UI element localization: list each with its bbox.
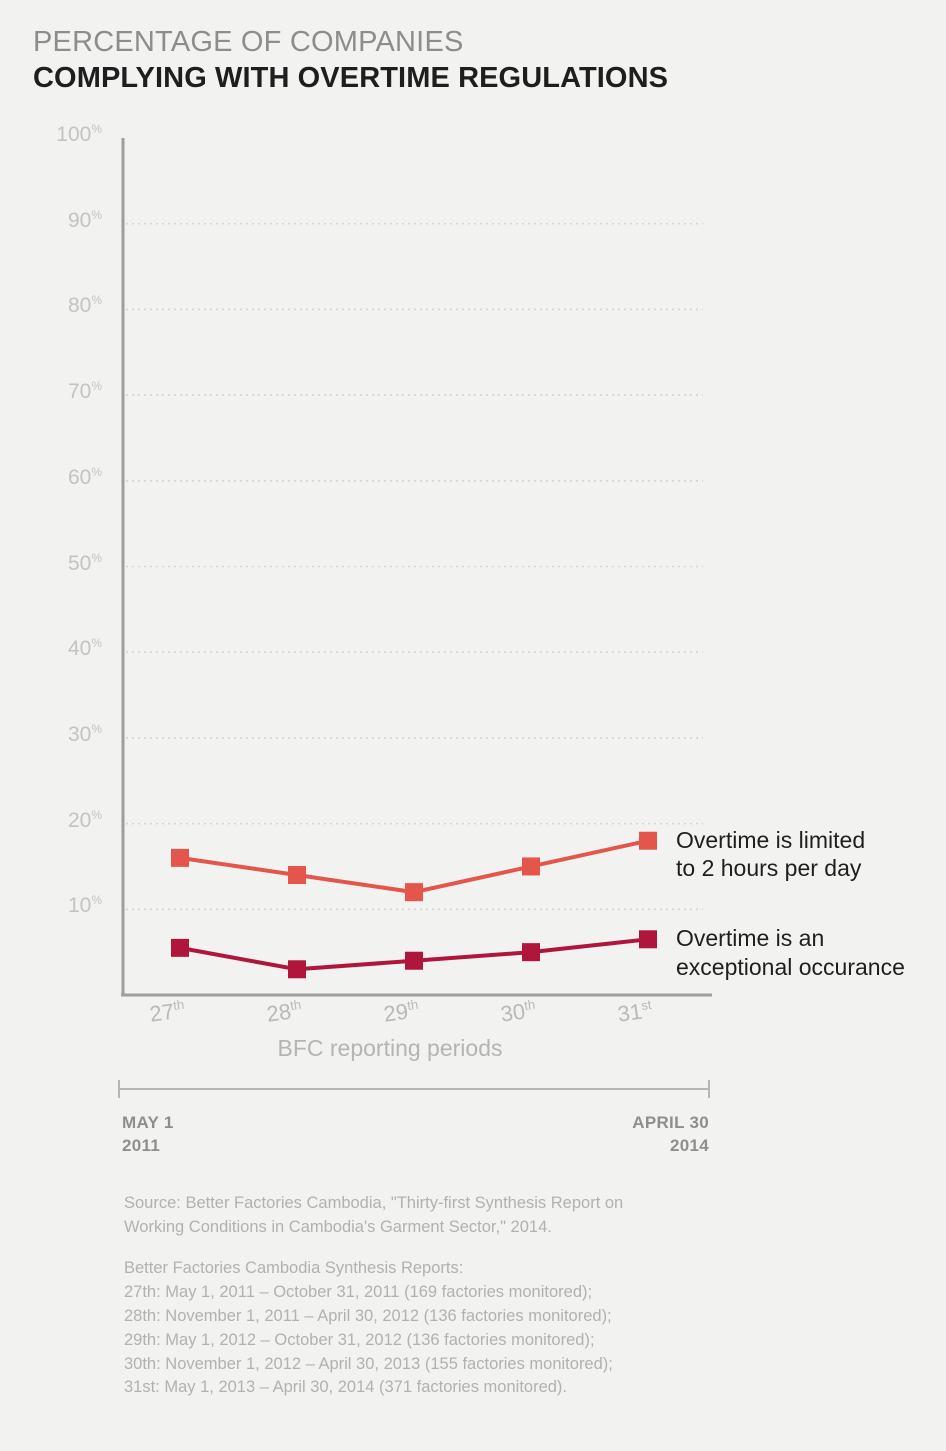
report-line: 27th: May 1, 2011 – October 31, 2011 (16… (124, 1282, 593, 1301)
timeline-end-year: 2014 (669, 1135, 709, 1155)
report-line: Better Factories Cambodia Synthesis Repo… (124, 1258, 464, 1277)
timeline-bar-group (118, 1078, 710, 1100)
timeline-start-label: MAY 1 2011 (122, 1112, 174, 1158)
data-point-marker (405, 951, 423, 970)
title-heading: COMPLYING WITH OVERTIME REGULATIONS (33, 62, 669, 95)
x-axis-title: BFC reporting periods (277, 1035, 503, 1061)
y-tick-label: 60% (67, 464, 102, 489)
legend-label-line1: Overtime is limited (676, 826, 866, 853)
data-point-marker (639, 930, 657, 949)
timeline-start-year: 2011 (122, 1135, 161, 1155)
x-tick-label: 30th (499, 996, 537, 1027)
series-layer (171, 831, 657, 979)
report-line: 29th: May 1, 2012 – October 31, 2012 (13… (124, 1330, 595, 1349)
x-tick-label: 29th (382, 996, 420, 1027)
data-point-marker (639, 831, 657, 850)
page-title: PERCENTAGE OF COMPANIES COMPLYING WITH O… (33, 26, 893, 96)
line-chart: 100% 90% 80% 70% 60% 50% 40% 30% 20% 10% 27th 28th… (56, 122, 905, 1061)
reports-note: Better Factories Cambodia Synthesis Repo… (124, 1257, 824, 1401)
legend-label-line2: exceptional occurance (676, 953, 905, 980)
x-tick-label: 27th (148, 996, 186, 1027)
gridlines (126, 222, 703, 911)
y-tick-label: 20% (67, 807, 102, 832)
timeline-end-label: APRIL 30 2014 (632, 1112, 709, 1158)
x-tick-label: 28th (265, 996, 303, 1027)
data-point-marker (171, 848, 189, 867)
data-point-marker (288, 866, 306, 885)
y-tick-label: 40% (67, 636, 102, 661)
y-tick-label: 50% (67, 550, 102, 575)
data-point-marker (288, 960, 306, 979)
data-point-marker (522, 943, 540, 962)
y-tick-label: 30% (67, 721, 102, 746)
y-tick-label: 80% (67, 293, 102, 318)
report-line: 30th: November 1, 2012 – April 30, 2013 … (124, 1354, 613, 1373)
report-line: 28th: November 1, 2011 – April 30, 2012 … (124, 1306, 612, 1325)
data-point-marker (405, 883, 423, 902)
timeline-start-date: MAY 1 (122, 1113, 174, 1132)
source-line: Source: Better Factories Cambodia, "Thir… (124, 1194, 624, 1212)
y-tick-label: 70% (67, 379, 102, 404)
timeline-line (118, 1088, 710, 1090)
y-tick-label: 100% (56, 122, 102, 146)
timeline-end-date: APRIL 30 (632, 1113, 709, 1132)
data-point-marker (171, 938, 189, 957)
legend-item: Overtime is an exceptional occurance (676, 924, 905, 981)
legend-item: Overtime is limited to 2 hours per day (676, 826, 865, 883)
source-note: Source: Better Factories Cambodia, "Thir… (124, 1192, 824, 1240)
report-line: 31st: May 1, 2013 – April 30, 2014 (371 … (124, 1378, 568, 1397)
timeline-end-cap (708, 1080, 710, 1098)
data-point-marker (522, 857, 540, 876)
chart-plot-area (121, 138, 712, 997)
source-line: Working Conditions in Cambodia's Garment… (124, 1217, 552, 1236)
x-tick-label: 31st (616, 996, 653, 1027)
legend-label-line2: to 2 hours per day (676, 855, 862, 882)
y-tick-label: 10% (67, 893, 102, 918)
footnotes: Source: Better Factories Cambodia, "Thir… (124, 1192, 824, 1400)
title-subheading: PERCENTAGE OF COMPANIES (33, 26, 464, 58)
legend-label-line1: Overtime is an (676, 925, 825, 952)
y-tick-label: 90% (67, 207, 102, 232)
